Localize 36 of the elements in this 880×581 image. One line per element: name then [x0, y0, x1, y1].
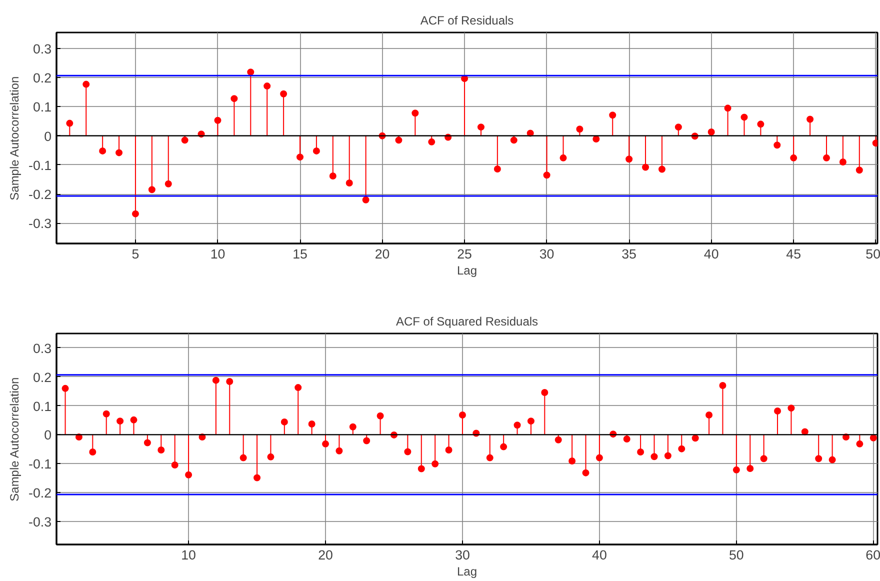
x-axis-title: Lag [456, 564, 478, 578]
y-tick-label: 0 [44, 428, 52, 443]
y-tick-label: 0 [44, 128, 52, 144]
y-tick-label: -0.1 [28, 456, 52, 472]
x-tick-label: 10 [181, 548, 196, 562]
y-tick-label: -0.2 [28, 485, 52, 500]
x-tick-label: 30 [539, 246, 554, 262]
x-tick-label: 30 [455, 548, 470, 562]
y-tick-label: 0.2 [32, 370, 52, 385]
y-tick-label: -0.2 [28, 187, 52, 202]
x-tick-label: 15 [292, 246, 308, 262]
y-tick-label: 0.2 [32, 70, 52, 86]
x-tick-label: 10 [210, 246, 226, 262]
x-tick-label: 45 [786, 246, 802, 262]
y-tick-label: 0.3 [32, 42, 52, 57]
x-tick-label: 50 [866, 246, 880, 262]
y-axis-title: Sample Autocorrelation [8, 76, 22, 200]
y-tick-label: 0.1 [32, 398, 52, 414]
x-tick-label: 60 [866, 548, 880, 562]
x-tick-label: 20 [318, 548, 333, 562]
x-tick-label: 25 [457, 246, 472, 262]
y-axis-title: Sample Autocorrelation [8, 377, 22, 502]
y-tick-label: 0.1 [32, 100, 52, 115]
x-tick-label: 40 [704, 246, 719, 262]
chart-title: ACF of Residuals [420, 14, 514, 28]
x-tick-label: 5 [132, 246, 140, 262]
x-tick-label: 20 [374, 246, 390, 262]
x-tick-label: 50 [729, 548, 744, 562]
x-axis-title: Lag [456, 264, 478, 278]
y-tick-label: -0.3 [28, 514, 52, 530]
x-tick-label: 35 [622, 246, 636, 262]
y-tick-label: -0.1 [28, 158, 52, 173]
x-tick-label: 40 [592, 548, 607, 562]
y-tick-label: -0.3 [28, 216, 52, 232]
chart-title: ACF of Squared Residuals [396, 314, 538, 328]
y-tick-label: 0.3 [32, 340, 52, 356]
